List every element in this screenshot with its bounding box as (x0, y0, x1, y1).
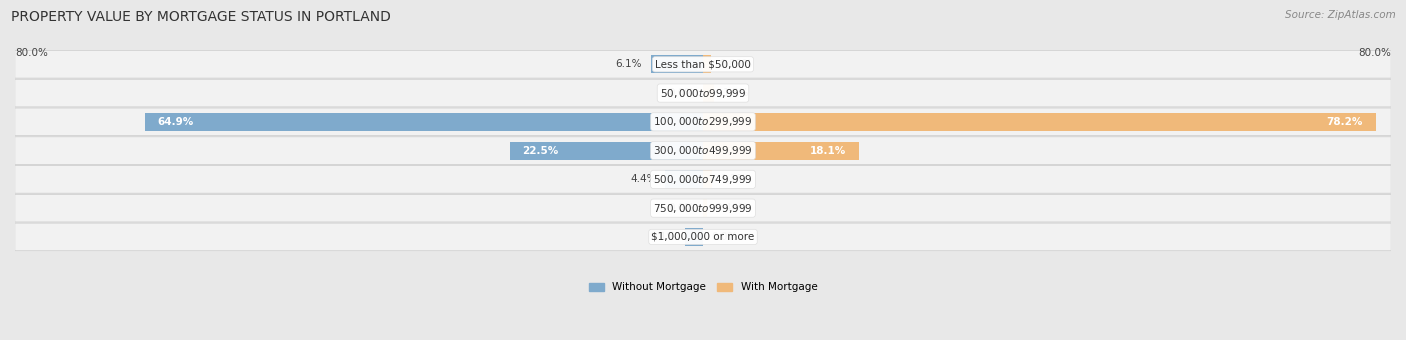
Text: 64.9%: 64.9% (157, 117, 194, 127)
Bar (665, 170, 703, 188)
Text: 4.4%: 4.4% (630, 174, 657, 184)
Text: 22.5%: 22.5% (523, 146, 558, 156)
Text: 78.2%: 78.2% (1326, 117, 1362, 127)
Text: 0.44%: 0.44% (716, 203, 748, 213)
Text: 2.1%: 2.1% (650, 232, 676, 242)
Text: 0.0%: 0.0% (668, 203, 695, 213)
Text: Less than $50,000: Less than $50,000 (655, 59, 751, 69)
Legend: Without Mortgage, With Mortgage: Without Mortgage, With Mortgage (585, 278, 821, 296)
Text: $50,000 to $99,999: $50,000 to $99,999 (659, 87, 747, 100)
FancyBboxPatch shape (15, 79, 1391, 107)
Text: 0.0%: 0.0% (711, 232, 738, 242)
Text: 18.1%: 18.1% (810, 146, 846, 156)
Bar (703, 113, 1375, 131)
Text: $750,000 to $999,999: $750,000 to $999,999 (654, 202, 752, 215)
Bar (509, 142, 703, 159)
FancyBboxPatch shape (15, 51, 1391, 78)
Text: 0.89%: 0.89% (720, 59, 752, 69)
Text: 1.1%: 1.1% (721, 174, 748, 184)
FancyBboxPatch shape (15, 166, 1391, 193)
Text: Source: ZipAtlas.com: Source: ZipAtlas.com (1285, 10, 1396, 20)
Text: 80.0%: 80.0% (15, 49, 48, 58)
Bar (703, 84, 714, 102)
Text: PROPERTY VALUE BY MORTGAGE STATUS IN PORTLAND: PROPERTY VALUE BY MORTGAGE STATUS IN POR… (11, 10, 391, 24)
Text: $300,000 to $499,999: $300,000 to $499,999 (654, 144, 752, 157)
Bar (703, 199, 707, 217)
Text: $500,000 to $749,999: $500,000 to $749,999 (654, 173, 752, 186)
Text: 0.0%: 0.0% (668, 88, 695, 98)
Bar (685, 228, 703, 246)
Bar (703, 142, 859, 159)
Text: $100,000 to $299,999: $100,000 to $299,999 (654, 115, 752, 128)
FancyBboxPatch shape (15, 108, 1391, 136)
FancyBboxPatch shape (15, 194, 1391, 222)
Bar (145, 113, 703, 131)
Bar (703, 55, 710, 73)
Text: 1.3%: 1.3% (723, 88, 749, 98)
Text: $1,000,000 or more: $1,000,000 or more (651, 232, 755, 242)
FancyBboxPatch shape (15, 223, 1391, 251)
Text: 80.0%: 80.0% (1358, 49, 1391, 58)
FancyBboxPatch shape (15, 137, 1391, 165)
Bar (703, 170, 713, 188)
Bar (651, 55, 703, 73)
Text: 6.1%: 6.1% (616, 59, 643, 69)
